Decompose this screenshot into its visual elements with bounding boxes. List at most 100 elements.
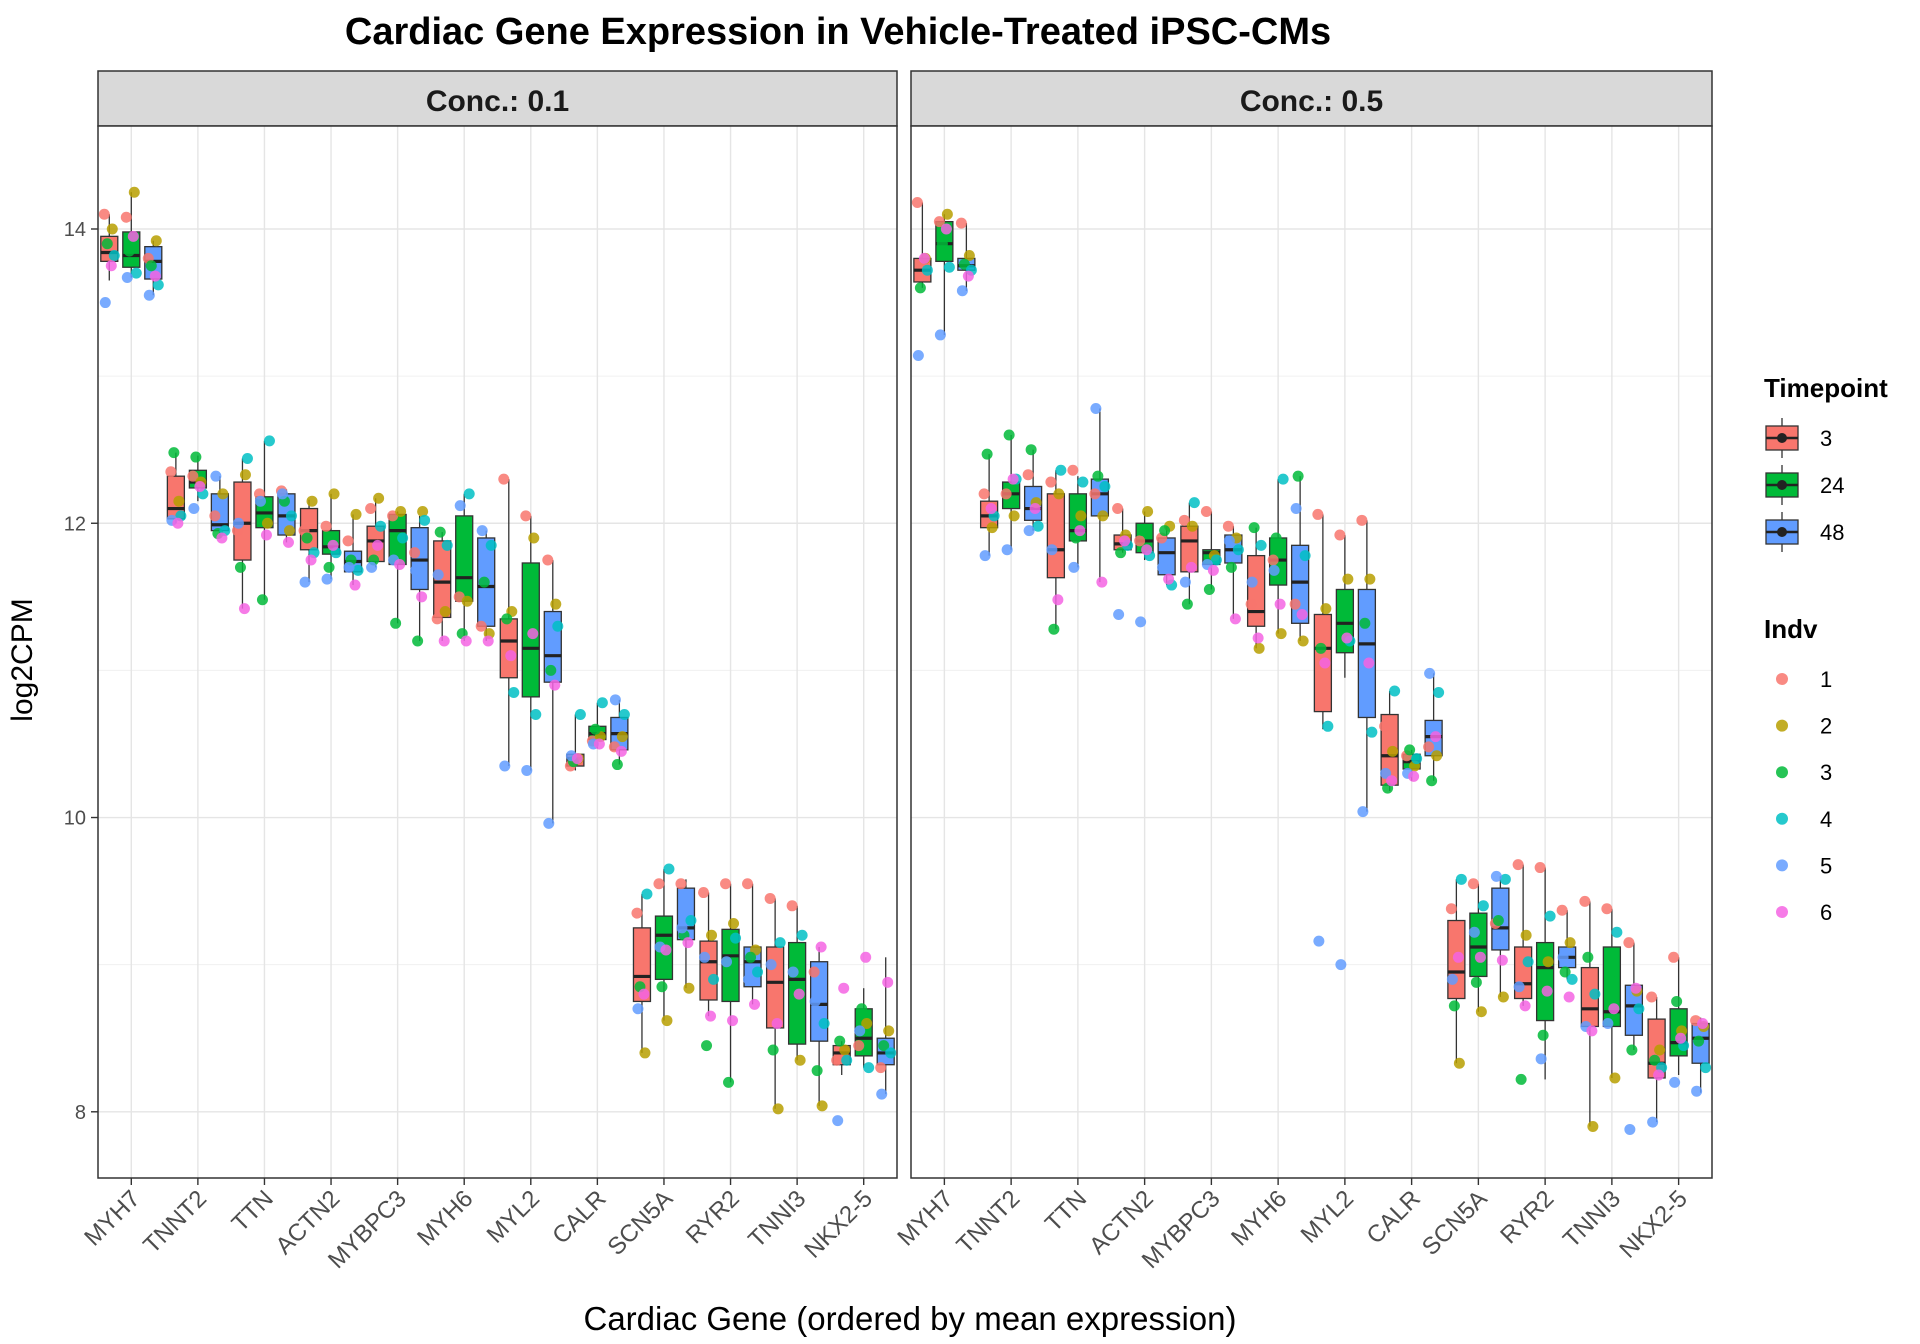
data-point	[1490, 870, 1502, 882]
data-point	[978, 488, 990, 500]
data-point	[1113, 608, 1125, 620]
data-point	[453, 591, 465, 603]
data-point	[985, 503, 997, 515]
data-point	[1096, 576, 1108, 588]
x-tick-label: TTN	[227, 1185, 279, 1237]
data-point	[188, 503, 200, 515]
data-point	[1611, 926, 1623, 938]
data-point	[476, 525, 488, 537]
data-point	[656, 981, 668, 993]
data-point	[956, 285, 968, 297]
data-point	[1090, 402, 1102, 414]
data-point	[1589, 988, 1601, 1000]
data-point	[1007, 473, 1019, 485]
data-point	[217, 488, 229, 500]
data-point	[1520, 929, 1532, 941]
data-point	[123, 245, 135, 257]
x-tick-label: TTN	[1040, 1185, 1092, 1237]
data-point	[1188, 497, 1200, 509]
data-point	[190, 451, 202, 463]
data-point	[394, 558, 406, 570]
data-point	[955, 217, 967, 229]
data-point	[1290, 503, 1302, 515]
data-point	[545, 664, 557, 676]
data-point	[505, 650, 517, 662]
data-point	[1003, 429, 1015, 441]
data-point	[441, 539, 453, 551]
data-point	[390, 617, 402, 629]
data-point	[145, 260, 157, 272]
data-point	[543, 817, 555, 829]
data-point	[1163, 573, 1175, 585]
data-point	[1097, 510, 1109, 522]
data-point	[321, 573, 333, 585]
y-tick-label: 14	[64, 219, 86, 241]
data-point	[460, 635, 472, 647]
data-point	[1322, 720, 1334, 732]
data-point	[528, 532, 540, 544]
data-point	[641, 888, 653, 900]
box-body	[1046, 493, 1066, 579]
data-point	[1032, 520, 1044, 532]
data-point	[918, 252, 930, 264]
data-point	[611, 759, 623, 771]
data-point	[463, 488, 475, 500]
data-point	[841, 1054, 853, 1066]
x-tick-label: MYL2	[1296, 1185, 1359, 1248]
data-point	[752, 966, 764, 978]
panel-background	[911, 126, 1712, 1178]
data-point	[1077, 476, 1089, 488]
data-point	[675, 878, 687, 890]
legend-indv-key	[1776, 906, 1788, 918]
data-point	[1296, 608, 1308, 620]
data-point	[210, 470, 222, 482]
data-point	[366, 561, 378, 573]
legend-timepoint-item: 48	[1765, 512, 1844, 552]
data-point	[99, 297, 111, 309]
data-point	[1092, 470, 1104, 482]
data-point	[301, 532, 313, 544]
x-tick-label: CALR	[547, 1185, 611, 1249]
data-point	[1408, 770, 1420, 782]
y-axis-title: log2CPM	[6, 598, 39, 721]
data-point	[1541, 985, 1553, 997]
legend-key-point	[1777, 527, 1787, 537]
box-MYH6-24	[455, 493, 474, 641]
data-point	[831, 1054, 843, 1066]
data-point	[387, 510, 399, 522]
box-body	[765, 946, 785, 1029]
data-point	[434, 526, 446, 538]
data-point	[912, 350, 924, 362]
data-point	[1200, 505, 1212, 517]
data-point	[1455, 873, 1467, 885]
data-point	[1496, 954, 1508, 966]
legend-indv-item: 5	[1776, 853, 1832, 878]
data-point	[1048, 623, 1060, 635]
data-point	[876, 1088, 888, 1100]
data-point	[1053, 488, 1065, 500]
data-point	[885, 1047, 897, 1059]
data-point	[708, 973, 720, 985]
data-point	[1446, 973, 1458, 985]
data-point	[1633, 1003, 1645, 1015]
data-point	[793, 988, 805, 1000]
legend-indv: Indv 1 2 3 4 5 6	[1764, 614, 1832, 925]
legend-indv-label: 3	[1820, 760, 1832, 785]
data-point	[438, 635, 450, 647]
legend-indv-item: 6	[1776, 900, 1832, 925]
data-point	[631, 907, 643, 919]
data-point	[809, 995, 821, 1007]
data-point	[1313, 935, 1325, 947]
data-point	[794, 1054, 806, 1066]
data-point	[143, 289, 155, 301]
data-point	[542, 554, 554, 566]
data-point	[285, 510, 297, 522]
data-point	[705, 1010, 717, 1022]
legend-key-point	[1777, 433, 1787, 443]
data-point	[1630, 982, 1642, 994]
data-point	[1268, 564, 1280, 576]
data-point	[305, 554, 317, 566]
data-point	[1497, 991, 1509, 1003]
data-point	[940, 223, 952, 235]
data-point	[1512, 859, 1524, 871]
